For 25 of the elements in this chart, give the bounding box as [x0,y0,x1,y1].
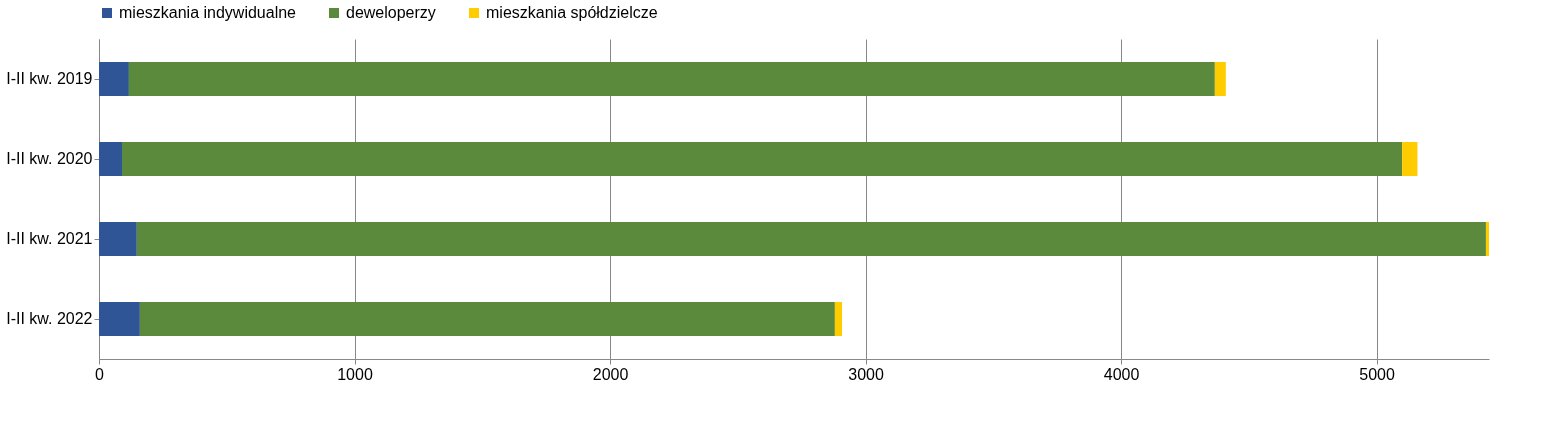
bar [136,222,1486,256]
bar [834,302,843,336]
y-tick-label: I-II kw. 2020 [6,150,93,167]
legend-label: deweloperzy [346,4,436,21]
bar [99,62,129,96]
x-tick-label: 0 [95,365,105,383]
legend-label: mieszkania spółdzielcze [486,4,658,21]
bar [99,142,122,176]
x-tick-label: 3000 [848,365,884,383]
y-tick-label: I-II kw. 2022 [6,310,93,327]
x-tick-label: 5000 [1359,365,1395,383]
x-tick-label: 4000 [1103,365,1140,383]
bar [99,222,137,256]
legend-label: mieszkania indywidualne [119,4,297,21]
y-tick-label: I-II kw. 2019 [6,70,93,87]
y-tick-label: I-II kw. 2021 [6,230,93,247]
x-tick-label: 2000 [592,365,629,383]
bar [1485,222,1489,256]
bar [1402,142,1418,176]
bar [99,302,140,336]
x-tick-label: 1000 [337,365,373,383]
bar [1214,62,1226,96]
bar [139,302,835,336]
bar [128,62,1215,96]
bar [122,142,1403,176]
